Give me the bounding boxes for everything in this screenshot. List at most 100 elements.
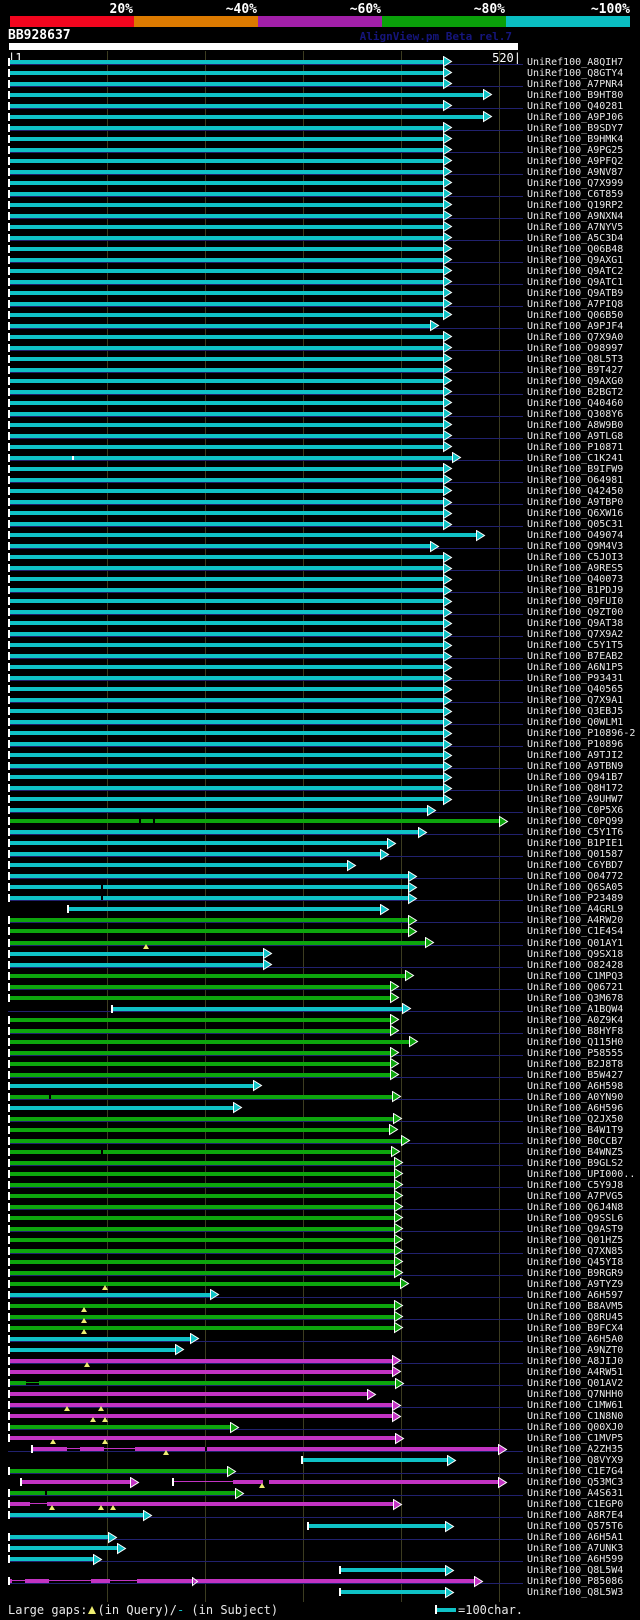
- hit-bar[interactable]: [10, 213, 443, 218]
- hit-label[interactable]: UniRef100_B8AVM5: [527, 1300, 624, 1312]
- hit-label[interactable]: UniRef100_Q01AY1: [527, 937, 624, 949]
- hit-bar[interactable]: [10, 1039, 409, 1044]
- hit-bar[interactable]: [10, 500, 443, 504]
- hit-bar[interactable]: [10, 698, 443, 703]
- hit-label[interactable]: UniRef100_C6YBD7: [527, 860, 624, 872]
- hit-label[interactable]: UniRef100_Q40460: [527, 397, 624, 409]
- hit-label[interactable]: UniRef100_Q9M4V3: [527, 541, 624, 553]
- hit-bar[interactable]: [47, 1502, 393, 1507]
- hit-label[interactable]: UniRef100_A9PJF4: [527, 320, 624, 332]
- hit-label[interactable]: UniRef100_Q7X9A0: [527, 331, 624, 343]
- hit-bar[interactable]: [10, 59, 443, 64]
- hit-label[interactable]: UniRef100_Q3EBJ5: [527, 706, 624, 718]
- hit-bar[interactable]: [10, 103, 443, 108]
- hit-label[interactable]: UniRef100_Q575T6: [527, 1521, 624, 1533]
- hit-bar[interactable]: [10, 136, 443, 141]
- hit-bar[interactable]: [10, 1325, 394, 1330]
- hit-label[interactable]: UniRef100_A9RES5: [527, 563, 624, 575]
- hit-bar[interactable]: [10, 687, 443, 692]
- hit-bar[interactable]: [10, 1392, 367, 1396]
- hit-label[interactable]: UniRef100_Q7X9A1: [527, 695, 624, 707]
- hit-bar[interactable]: [10, 356, 443, 361]
- hit-bar[interactable]: [10, 367, 443, 372]
- hit-bar[interactable]: [10, 1193, 394, 1198]
- hit-label[interactable]: UniRef100_B9T427: [527, 364, 624, 376]
- hit-label[interactable]: UniRef100_B0CCB7: [527, 1135, 624, 1147]
- hit-label[interactable]: UniRef100_P10896-2: [527, 728, 636, 740]
- hit-label[interactable]: UniRef100_Q8H172: [527, 783, 624, 795]
- hit-label[interactable]: UniRef100_A6H5A1: [527, 1532, 624, 1544]
- hit-bar[interactable]: [10, 742, 443, 747]
- hit-bar[interactable]: [10, 81, 443, 86]
- hit-bar[interactable]: [10, 125, 443, 130]
- hit-label[interactable]: UniRef100_P85086: [527, 1576, 624, 1588]
- hit-label[interactable]: UniRef100_P93431: [527, 673, 624, 685]
- hit-bar[interactable]: [10, 1436, 395, 1441]
- hit-label[interactable]: UniRef100_Q05C31: [527, 519, 624, 531]
- hit-label[interactable]: UniRef100_UPI000..: [527, 1168, 636, 1180]
- hit-bar[interactable]: [10, 1502, 30, 1507]
- hit-label[interactable]: UniRef100_C5Y1T6: [527, 827, 624, 839]
- hit-label[interactable]: UniRef100_B7EAB2: [527, 651, 624, 663]
- hit-bar[interactable]: [10, 389, 443, 394]
- hit-bar[interactable]: [10, 312, 443, 317]
- hit-bar[interactable]: [10, 466, 443, 471]
- hit-bar[interactable]: [10, 577, 443, 582]
- hit-label[interactable]: UniRef100_C0P5X6: [527, 805, 624, 817]
- hit-label[interactable]: UniRef100_Q8L5T3: [527, 353, 624, 365]
- hit-label[interactable]: UniRef100_O64981: [527, 474, 624, 486]
- hit-bar[interactable]: [10, 599, 443, 604]
- hit-bar[interactable]: [10, 863, 347, 868]
- hit-label[interactable]: UniRef100_A4RW51: [527, 1366, 624, 1378]
- hit-bar[interactable]: [10, 279, 443, 284]
- hit-bar[interactable]: [303, 1458, 447, 1463]
- hit-bar[interactable]: [10, 951, 263, 956]
- hit-label[interactable]: UniRef100_C1E7G4: [527, 1466, 624, 1478]
- hit-bar[interactable]: [10, 610, 443, 615]
- hit-bar[interactable]: [10, 1204, 394, 1209]
- hit-bar[interactable]: [10, 400, 443, 405]
- hit-label[interactable]: UniRef100_Q3M678: [527, 992, 624, 1004]
- hit-label[interactable]: UniRef100_C5Y1T5: [527, 640, 624, 652]
- hit-label[interactable]: UniRef100_Q9AT38: [527, 618, 624, 630]
- hit-bar[interactable]: [10, 665, 443, 670]
- hit-label[interactable]: UniRef100_A4GRL9: [527, 904, 624, 916]
- hit-bar[interactable]: [10, 1182, 394, 1187]
- hit-label[interactable]: UniRef100_Q8RU45: [527, 1311, 624, 1323]
- hit-bar[interactable]: [10, 455, 452, 460]
- hit-bar[interactable]: [10, 1303, 394, 1308]
- hit-bar[interactable]: [10, 477, 443, 482]
- hit-label[interactable]: UniRef100_A6H599: [527, 1554, 624, 1566]
- hit-label[interactable]: UniRef100_Q40565: [527, 684, 624, 696]
- hit-label[interactable]: UniRef100_Q53MC3: [527, 1477, 624, 1489]
- hit-label[interactable]: UniRef100_A6H5A0: [527, 1333, 624, 1345]
- hit-label[interactable]: UniRef100_C1MVP5: [527, 1433, 624, 1445]
- hit-label[interactable]: UniRef100_A0Z9K4: [527, 1014, 624, 1026]
- hit-bar[interactable]: [10, 962, 263, 967]
- hit-label[interactable]: UniRef100_Q0WLM1: [527, 717, 624, 729]
- hit-bar[interactable]: [10, 180, 443, 185]
- hit-label[interactable]: UniRef100_A8JIJ0: [527, 1355, 624, 1367]
- hit-bar[interactable]: [25, 1579, 49, 1584]
- hit-bar[interactable]: [10, 731, 443, 736]
- hit-label[interactable]: UniRef100_B5W427: [527, 1069, 624, 1081]
- hit-label[interactable]: UniRef100_C1MPQ3: [527, 970, 624, 982]
- hit-label[interactable]: UniRef100_Q06B50: [527, 309, 624, 321]
- hit-label[interactable]: UniRef100_A6H597: [527, 1289, 624, 1301]
- hit-bar[interactable]: [10, 940, 425, 945]
- hit-label[interactable]: UniRef100_A9TLG8: [527, 430, 624, 442]
- hit-label[interactable]: UniRef100_O98997: [527, 342, 624, 354]
- hit-bar[interactable]: [10, 1469, 227, 1474]
- hit-label[interactable]: UniRef100_B9GLS2: [527, 1157, 624, 1169]
- hit-label[interactable]: UniRef100_A7PNR4: [527, 78, 624, 90]
- hit-bar[interactable]: [10, 444, 443, 449]
- hit-bar[interactable]: [10, 158, 443, 163]
- hit-bar[interactable]: [91, 1579, 110, 1584]
- hit-label[interactable]: UniRef100_A7PVG5: [527, 1190, 624, 1202]
- hit-label[interactable]: UniRef100_Q01AV2: [527, 1378, 624, 1389]
- hit-bar[interactable]: [10, 411, 443, 416]
- hit-label[interactable]: UniRef100_C1N8N0: [527, 1411, 624, 1423]
- hit-label[interactable]: UniRef100_Q42450: [527, 485, 624, 497]
- hit-bar[interactable]: [233, 1480, 263, 1485]
- hit-bar[interactable]: [10, 588, 443, 593]
